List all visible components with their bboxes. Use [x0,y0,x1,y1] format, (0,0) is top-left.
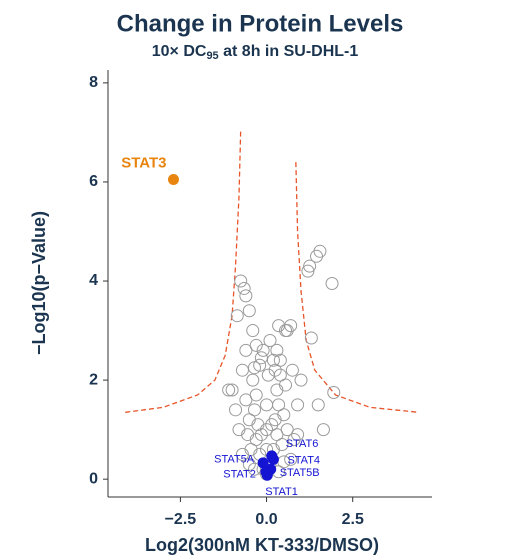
protein-point [284,319,298,333]
protein-point [235,363,249,377]
protein-point [294,373,308,387]
protein-point [311,398,325,412]
protein-point [256,343,270,357]
y-tick-label: 0 [89,470,98,487]
highlight-label: STAT2 [223,469,256,481]
protein-point [327,385,341,399]
protein-point [242,457,256,471]
protein-point [254,428,268,442]
protein-point [229,403,243,417]
y-tick-label: 2 [89,371,98,388]
protein-point [270,383,284,397]
protein-point [230,309,244,323]
protein-point [239,393,253,407]
highlight-point [267,453,279,465]
protein-point [285,363,299,377]
protein-point [265,418,279,432]
protein-point [266,353,280,367]
highlight-label: STAT5A [214,454,255,466]
subtitle-part: at 8h in SU-DHL-1 [219,43,359,60]
x-tick-label: −2.5 [165,511,197,528]
y-tick-label: 8 [89,74,98,91]
protein-point [273,353,287,367]
protein-point [316,423,330,437]
threshold-line [295,162,419,413]
protein-point [235,447,249,461]
protein-point [239,289,253,303]
protein-point [242,413,256,427]
y-axis-label: −Log10(p−Value) [29,211,49,355]
protein-point [249,338,263,352]
x-axis-label: Log2(300nM KT-333/DMSO) [145,535,379,555]
protein-point [279,378,293,392]
chart-subtitle: 10× DC95 at 8h in SU-DHL-1 [152,43,359,62]
protein-point [232,423,246,437]
protein-point [280,423,294,437]
protein-point [246,324,260,338]
protein-point [275,437,289,451]
highlight-label: STAT4 [287,454,320,466]
protein-point [222,383,236,397]
protein-point [254,351,268,365]
subtitle-part: 10× DC [152,43,207,60]
protein-point [261,368,275,382]
threshold-line [125,129,242,413]
protein-point [234,274,248,288]
highlight-point [261,469,273,481]
protein-point [239,343,253,357]
y-tick-label: 6 [89,173,98,190]
protein-point [263,333,277,347]
protein-point [270,343,284,357]
protein-point [301,264,315,278]
highlight-point [167,173,179,185]
protein-point [304,331,318,345]
protein-point [246,373,260,387]
protein-point [247,462,261,476]
highlight-label: STAT1 [265,486,298,498]
protein-point [225,383,239,397]
y-tick-label: 4 [89,272,98,289]
protein-point [241,428,255,442]
x-tick-label: 2.5 [342,511,364,528]
protein-point [291,428,305,442]
protein-point [247,361,261,375]
protein-point [249,388,263,402]
protein-point [260,398,274,412]
x-tick-label: 0.0 [255,511,277,528]
highlight-label: STAT6 [286,438,319,450]
highlight-label: STAT5B [280,467,320,479]
protein-point [242,304,256,318]
subtitle-subscript: 95 [206,50,218,62]
protein-point [284,452,298,466]
chart-title: Change in Protein Levels [117,10,404,37]
protein-point [310,249,324,263]
highlight-point [257,457,269,469]
protein-point [260,423,274,437]
protein-point [291,398,305,412]
protein-point [325,277,339,290]
protein-point [277,408,291,422]
protein-point [303,259,317,273]
highlight-label: STAT3 [121,154,166,171]
protein-point [237,281,251,295]
